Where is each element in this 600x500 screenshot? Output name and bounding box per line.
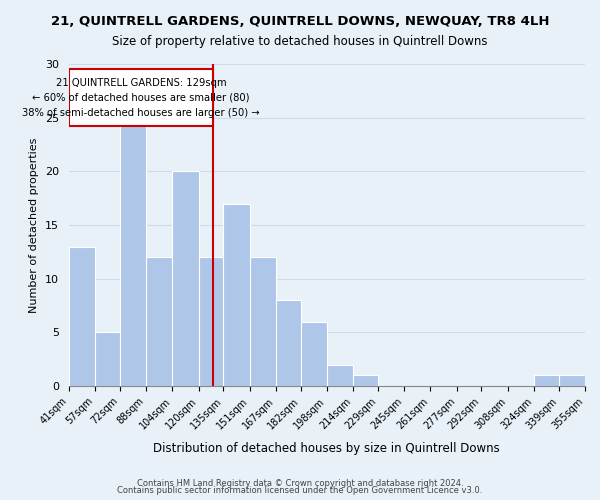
Bar [199, 258, 223, 386]
Bar [95, 332, 119, 386]
Bar [172, 172, 199, 386]
Bar [250, 258, 276, 386]
Bar [119, 118, 146, 386]
Bar [534, 376, 559, 386]
Text: Size of property relative to detached houses in Quintrell Downs: Size of property relative to detached ho… [112, 35, 488, 48]
Bar [68, 246, 95, 386]
Bar [223, 204, 250, 386]
Bar [327, 364, 353, 386]
Text: Contains public sector information licensed under the Open Government Licence v3: Contains public sector information licen… [118, 486, 482, 495]
Text: Contains HM Land Registry data © Crown copyright and database right 2024.: Contains HM Land Registry data © Crown c… [137, 478, 463, 488]
FancyBboxPatch shape [68, 70, 214, 126]
Bar [146, 258, 172, 386]
X-axis label: Distribution of detached houses by size in Quintrell Downs: Distribution of detached houses by size … [154, 442, 500, 455]
Bar [301, 322, 327, 386]
Y-axis label: Number of detached properties: Number of detached properties [29, 138, 39, 313]
Bar [559, 376, 585, 386]
Bar [276, 300, 301, 386]
Text: 21 QUINTRELL GARDENS: 129sqm
← 60% of detached houses are smaller (80)
38% of se: 21 QUINTRELL GARDENS: 129sqm ← 60% of de… [22, 78, 260, 118]
Text: 21, QUINTRELL GARDENS, QUINTRELL DOWNS, NEWQUAY, TR8 4LH: 21, QUINTRELL GARDENS, QUINTRELL DOWNS, … [51, 15, 549, 28]
Bar [353, 376, 378, 386]
